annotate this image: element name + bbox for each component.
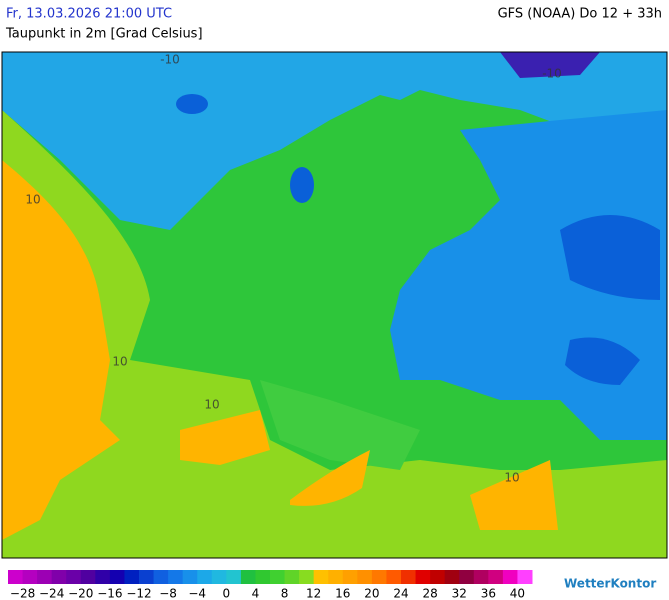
color-swatch <box>299 570 315 584</box>
tick-label: 16 <box>335 587 350 600</box>
color-swatch <box>211 570 227 584</box>
tick-label: 8 <box>281 587 289 600</box>
color-swatch <box>66 570 82 584</box>
zone-yellowgreen <box>2 110 667 558</box>
tick-label: −12 <box>126 587 151 600</box>
color-swatch <box>240 570 256 584</box>
datetime: Fr, 13.03.2026 21:00 UTC <box>6 7 172 22</box>
model-run: GFS (NOAA) Do 12 + 33h <box>498 7 662 22</box>
tick-label: 20 <box>364 587 379 600</box>
zone-violet <box>500 52 600 78</box>
zone-orange <box>470 460 558 530</box>
contour-label: -10 <box>160 53 180 67</box>
color-swatch <box>488 570 504 584</box>
color-swatch <box>430 570 446 584</box>
color-swatch <box>459 570 475 584</box>
tick-label: −24 <box>39 587 64 600</box>
tick-label: 28 <box>422 587 437 600</box>
color-swatch <box>22 570 38 584</box>
color-swatch <box>197 570 213 584</box>
contour-label: -10 <box>542 67 562 81</box>
color-swatch <box>444 570 460 584</box>
tick-label: 36 <box>481 587 496 600</box>
tick-label: −4 <box>188 587 206 600</box>
variable: Taupunkt in 2m [Grad Celsius] <box>5 27 203 42</box>
zone-darkblue <box>560 215 660 300</box>
color-swatch <box>139 570 155 584</box>
color-swatch <box>284 570 300 584</box>
color-swatch <box>80 570 96 584</box>
color-swatch <box>342 570 358 584</box>
color-swatch <box>226 570 242 584</box>
tick-label: 0 <box>223 587 231 600</box>
tick-label: 24 <box>393 587 408 600</box>
tick-label: 4 <box>252 587 260 600</box>
color-swatch <box>51 570 67 584</box>
color-swatch <box>401 570 417 584</box>
tick-label: 40 <box>510 587 525 600</box>
color-swatch <box>153 570 169 584</box>
tick-label: 32 <box>452 587 467 600</box>
color-swatch <box>502 570 518 584</box>
map-area <box>1 51 668 559</box>
color-swatch <box>386 570 402 584</box>
color-swatch <box>473 570 489 584</box>
color-swatch <box>415 570 431 584</box>
color-swatch <box>270 570 286 584</box>
tick-label: −8 <box>159 587 177 600</box>
color-swatch <box>371 570 387 584</box>
zone-orange <box>2 160 120 540</box>
zone-darkblue <box>290 167 314 203</box>
color-swatch <box>8 570 24 584</box>
zone-darkblue <box>176 94 208 114</box>
zone-orange <box>290 450 370 506</box>
color-swatch <box>124 570 140 584</box>
color-swatch <box>255 570 271 584</box>
color-swatch <box>328 570 344 584</box>
tick-label: −20 <box>68 587 93 600</box>
contour-label: 10 <box>504 471 519 485</box>
zone-blue <box>2 52 667 230</box>
color-swatch <box>517 570 533 584</box>
color-swatch <box>168 570 184 584</box>
color-swatch <box>313 570 329 584</box>
map-frame <box>1 51 668 559</box>
contour-label: 10 <box>204 398 219 412</box>
color-swatch <box>109 570 125 584</box>
color-swatch <box>357 570 373 584</box>
zone-darkblue <box>565 337 640 385</box>
contour-label: 10 <box>112 355 127 369</box>
zone-orange <box>180 410 270 465</box>
color-swatch <box>37 570 53 584</box>
color-swatch <box>182 570 198 584</box>
tick-label: −28 <box>10 587 35 600</box>
color-swatch <box>95 570 111 584</box>
brand-logo: WetterKontor <box>564 577 656 591</box>
tick-label: 12 <box>306 587 321 600</box>
contour-label: 10 <box>25 193 40 207</box>
tick-label: −16 <box>97 587 122 600</box>
zone-green <box>260 380 420 470</box>
